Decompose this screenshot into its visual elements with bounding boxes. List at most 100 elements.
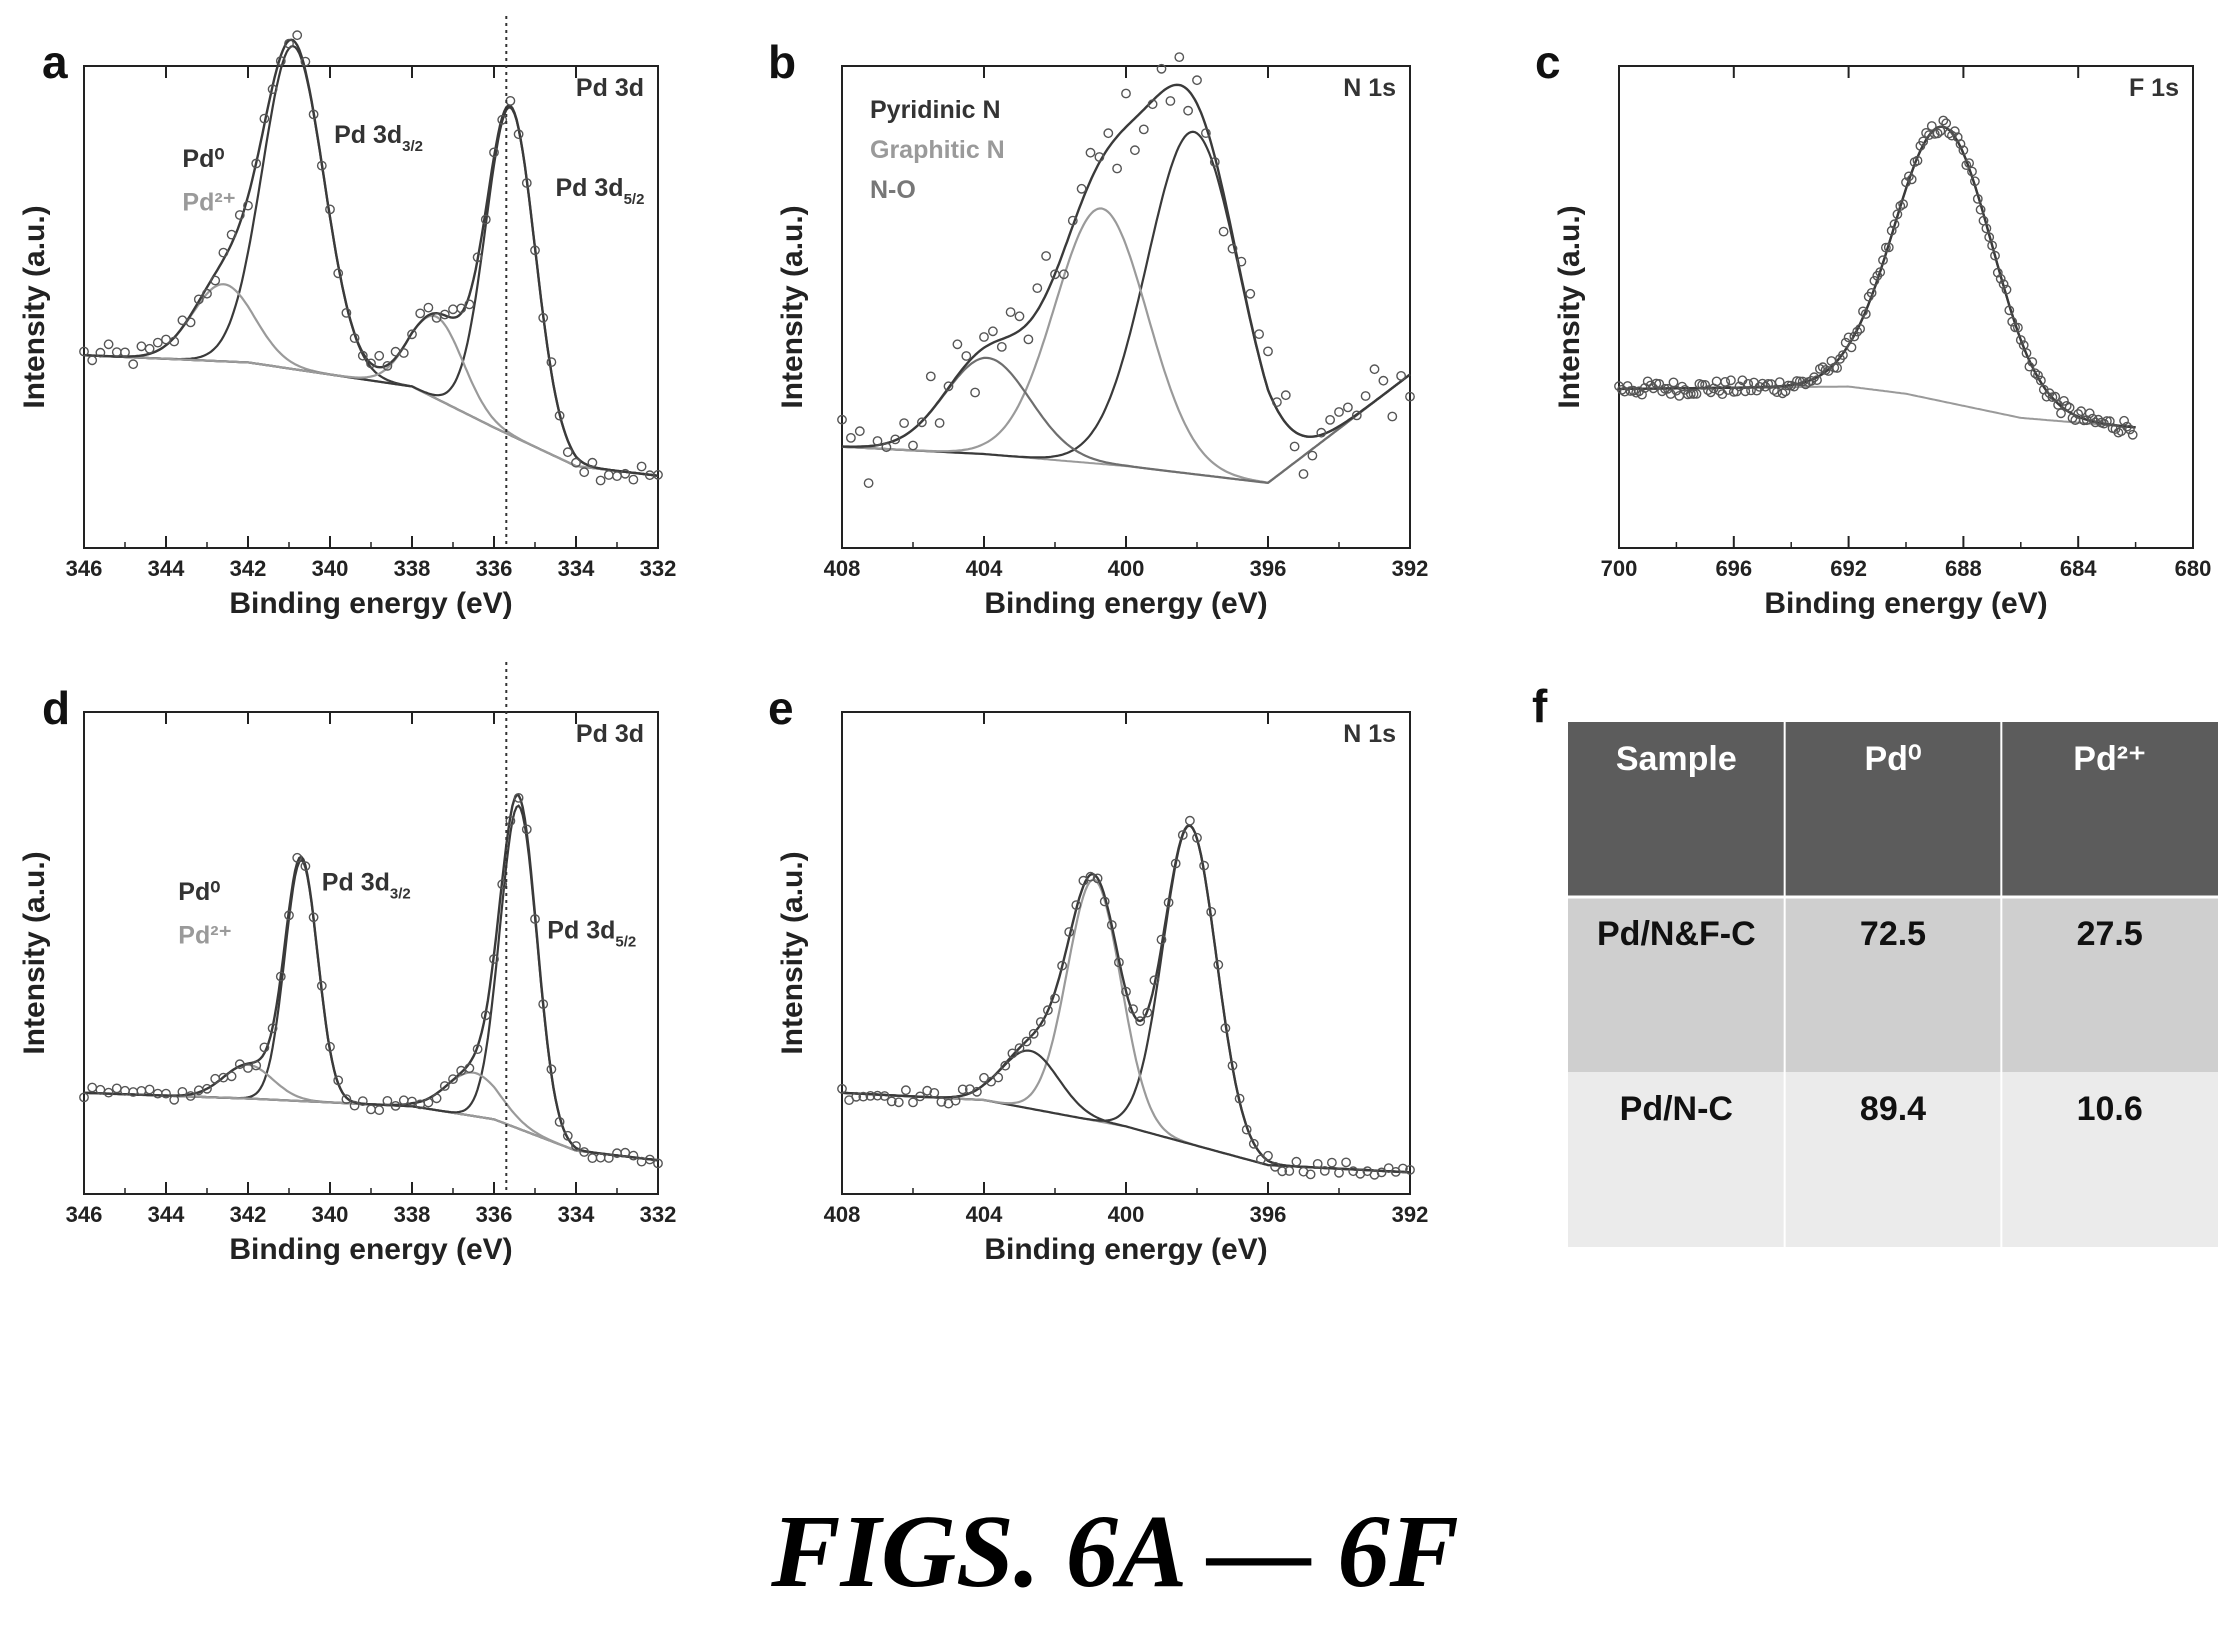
data-point: [562, 447, 573, 458]
data-point: [1201, 128, 1211, 139]
x-tick-label: 392: [1392, 556, 1429, 581]
data-point: [1846, 342, 1857, 353]
data-point: [357, 1096, 368, 1107]
data-point: [1183, 105, 1194, 116]
data-point: [439, 1081, 450, 1091]
data-point: [886, 1096, 897, 1107]
data-point: [1376, 1167, 1387, 1178]
data-point: [970, 387, 980, 398]
x-tick-label: 332: [640, 556, 677, 581]
data-point: [1369, 364, 1380, 375]
data-point: [144, 1084, 155, 1095]
data-point: [366, 1104, 376, 1115]
x-tick-label: 336: [476, 1202, 513, 1227]
data-point: [530, 914, 540, 924]
data-point: [1177, 830, 1188, 840]
data-point: [863, 478, 874, 488]
panel-d: d 346 344 342 340 338 336 334 332 Binding energy …: [18, 662, 676, 1266]
data-point: [349, 1100, 360, 1111]
data-point: [1987, 240, 1998, 251]
data-point: [152, 1088, 163, 1099]
data-point: [620, 468, 631, 479]
data-point: [1305, 1169, 1316, 1180]
data-point: [1878, 255, 1888, 266]
data-point: [1327, 1157, 1337, 1168]
data-point: [1405, 391, 1415, 402]
data-point: [1185, 815, 1195, 826]
data-point: [325, 1041, 335, 1052]
data-point: [1209, 157, 1220, 167]
data-point: [423, 1097, 434, 1108]
data-point: [936, 1097, 947, 1107]
data-point: [854, 426, 865, 437]
data-point: [341, 1094, 352, 1105]
data-point: [1832, 363, 1843, 373]
data-point: [1334, 407, 1344, 417]
data-point: [1898, 199, 1909, 210]
data-point: [2033, 370, 2043, 381]
data-point: [398, 348, 409, 358]
data-point: [988, 326, 998, 337]
data-point: [530, 245, 540, 256]
data-point: [1677, 381, 1688, 392]
component-peak: [841, 824, 1411, 1174]
figure-caption: FIGS. 6A — 6F: [771, 1494, 1459, 1609]
panel-label-c: c: [1535, 36, 1561, 88]
data-point: [1165, 96, 1176, 106]
data-point: [1637, 389, 1647, 400]
data-point: [226, 229, 237, 240]
peak-annotation: Pd 3d3/2: [334, 121, 423, 155]
data-point: [1254, 329, 1265, 339]
data-point: [1050, 993, 1060, 1004]
x-tick-label: 338: [394, 556, 431, 581]
data-point: [612, 471, 622, 481]
data-point: [1955, 139, 1966, 149]
envelope-line: [841, 83, 1411, 448]
peak-annotation: Pd²⁺: [178, 921, 231, 949]
data-point: [1378, 375, 1389, 386]
data-point: [259, 1042, 270, 1053]
data-point: [1028, 1028, 1039, 1039]
data-point: [87, 355, 98, 366]
data-point: [979, 332, 989, 342]
data-point: [1726, 375, 1736, 386]
data-point: [1688, 389, 1699, 399]
data-point: [1941, 118, 1952, 129]
data-point: [996, 341, 1007, 352]
table-cell: 27.5: [2077, 915, 2143, 953]
data-point: [480, 1010, 491, 1021]
data-point: [202, 1083, 212, 1094]
data-point: [1783, 380, 1794, 391]
data-point: [922, 1085, 933, 1096]
data-point: [407, 1096, 417, 1107]
data-point: [1149, 975, 1160, 986]
data-point: [1840, 337, 1851, 348]
data-point: [251, 1060, 262, 1071]
x-tick-label: 404: [966, 556, 1003, 581]
data-point: [554, 1117, 565, 1127]
panel-label-f: f: [1532, 680, 1548, 732]
data-point: [136, 341, 147, 352]
envelope-line: [83, 38, 659, 477]
background-line: [83, 354, 659, 477]
envelope-line: [841, 824, 1411, 1174]
component-peak: [83, 858, 659, 1162]
chart-title: Pd 3d: [576, 74, 644, 102]
panel-c: c 700 696 692 688 684 680 Binding energy (eV) In…: [1535, 36, 2211, 620]
data-point: [1901, 177, 1911, 188]
data-point: [1135, 1016, 1146, 1027]
data-point: [210, 275, 221, 286]
chart-title: N 1s: [1343, 720, 1396, 748]
data-point: [1622, 381, 1633, 391]
data-point: [1121, 986, 1131, 997]
data-point: [1405, 1165, 1415, 1175]
data-point: [267, 1023, 278, 1034]
data-point: [1981, 223, 1992, 234]
data-point: [1849, 331, 1860, 342]
data-point: [546, 1064, 557, 1075]
component-peak: [841, 1049, 1411, 1174]
data-point: [1668, 377, 1679, 388]
data-point: [472, 1044, 483, 1055]
data-point: [439, 309, 450, 320]
